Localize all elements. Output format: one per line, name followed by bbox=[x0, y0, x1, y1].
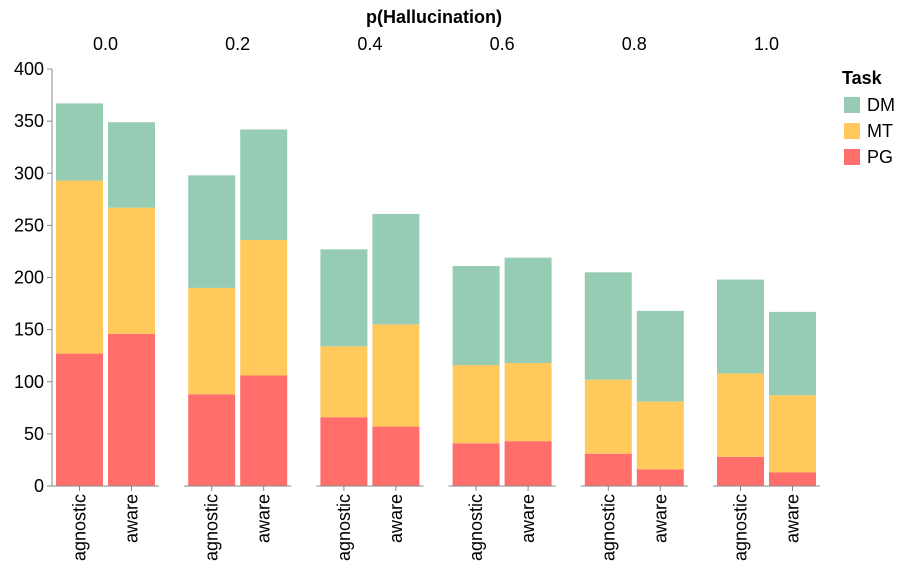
x-tick-label: aware bbox=[783, 494, 803, 543]
x-tick-label: agnostic bbox=[334, 494, 354, 561]
x-tick-label: aware bbox=[386, 494, 406, 543]
x-tick-label: agnostic bbox=[202, 494, 222, 561]
y-tick-label: 300 bbox=[14, 163, 44, 183]
bar-segment-dm bbox=[320, 249, 368, 347]
facet-header: 0.4 bbox=[357, 34, 382, 54]
bar-segment-pg bbox=[108, 333, 155, 486]
bar-segment-pg bbox=[769, 472, 816, 486]
legend-label: MT bbox=[867, 121, 893, 141]
x-tick-label: agnostic bbox=[731, 494, 751, 561]
bar-segment-pg bbox=[320, 417, 368, 486]
bar-segment-mt bbox=[636, 401, 684, 470]
facet-header: 0.2 bbox=[225, 34, 250, 54]
x-tick-label: agnostic bbox=[598, 494, 618, 561]
bar-segment-pg bbox=[372, 426, 420, 486]
bar-segment-mt bbox=[320, 346, 368, 418]
legend-label: PG bbox=[867, 147, 893, 167]
legend-swatch bbox=[844, 123, 860, 139]
y-axis: 0 50 100 150 200 250 300 350 400 bbox=[14, 59, 53, 496]
x-tick-label: aware bbox=[254, 494, 274, 543]
facet-header: 0.8 bbox=[622, 34, 647, 54]
bar-segment-pg bbox=[452, 443, 500, 486]
bars bbox=[56, 103, 816, 486]
y-tick-label: 350 bbox=[14, 111, 44, 131]
y-tick-label: 0 bbox=[34, 476, 44, 496]
bar-segment-dm bbox=[584, 272, 632, 380]
bar-segment-dm bbox=[188, 175, 236, 288]
facet-header: 1.0 bbox=[754, 34, 779, 54]
x-axes: agnostic aware agnostic aware agnostic aware a… bbox=[52, 485, 820, 561]
facet-header: 0.6 bbox=[490, 34, 515, 54]
legend-label: DM bbox=[867, 95, 895, 115]
bar-segment-mt bbox=[504, 362, 552, 442]
bar-segment-pg bbox=[636, 469, 684, 486]
x-tick-label: agnostic bbox=[466, 494, 486, 561]
bar-segment-mt bbox=[717, 373, 764, 457]
bar-segment-mt bbox=[372, 324, 420, 427]
bar-segment-mt bbox=[584, 379, 632, 454]
legend-swatch bbox=[844, 97, 860, 113]
bar-segment-dm bbox=[240, 129, 288, 240]
bar-segment-mt bbox=[108, 207, 155, 334]
bar-segment-pg bbox=[504, 441, 552, 486]
bar-segment-mt bbox=[769, 395, 816, 473]
bar-segment-mt bbox=[240, 239, 288, 376]
bar-segment-pg bbox=[717, 456, 764, 486]
x-tick-label: agnostic bbox=[70, 494, 90, 561]
bar-segment-dm bbox=[636, 310, 684, 402]
bar-segment-dm bbox=[56, 103, 103, 181]
legend-swatch bbox=[844, 149, 860, 165]
bar-segment-dm bbox=[769, 311, 816, 396]
x-tick-label: aware bbox=[122, 494, 142, 543]
bar-segment-dm bbox=[504, 257, 552, 363]
bar-segment-pg bbox=[584, 453, 632, 486]
bar-segment-dm bbox=[372, 213, 420, 325]
bar-segment-mt bbox=[452, 365, 500, 444]
bar-segment-pg bbox=[240, 375, 288, 486]
bar-segment-mt bbox=[188, 287, 236, 395]
x-tick-label: aware bbox=[518, 494, 538, 543]
y-tick-label: 150 bbox=[14, 320, 44, 340]
bar-segment-pg bbox=[56, 353, 103, 486]
legend: Task DM MT PG bbox=[842, 68, 895, 167]
y-tick-label: 100 bbox=[14, 372, 44, 392]
chart-title: p(Hallucination) bbox=[366, 7, 502, 27]
bar-segment-dm bbox=[452, 266, 500, 366]
legend-title: Task bbox=[842, 68, 883, 88]
facet-header: 0.0 bbox=[93, 34, 118, 54]
bar-segment-dm bbox=[108, 122, 155, 208]
facet-headers: 0.0 0.2 0.4 0.6 0.8 1.0 bbox=[93, 34, 779, 54]
y-tick-label: 250 bbox=[14, 215, 44, 235]
y-tick-label: 200 bbox=[14, 268, 44, 288]
y-tick-label: 400 bbox=[14, 59, 44, 79]
bar-segment-dm bbox=[717, 279, 764, 374]
x-tick-label: aware bbox=[650, 494, 670, 543]
y-tick-label: 50 bbox=[24, 424, 44, 444]
bar-segment-pg bbox=[188, 394, 236, 486]
bar-segment-mt bbox=[56, 180, 103, 354]
